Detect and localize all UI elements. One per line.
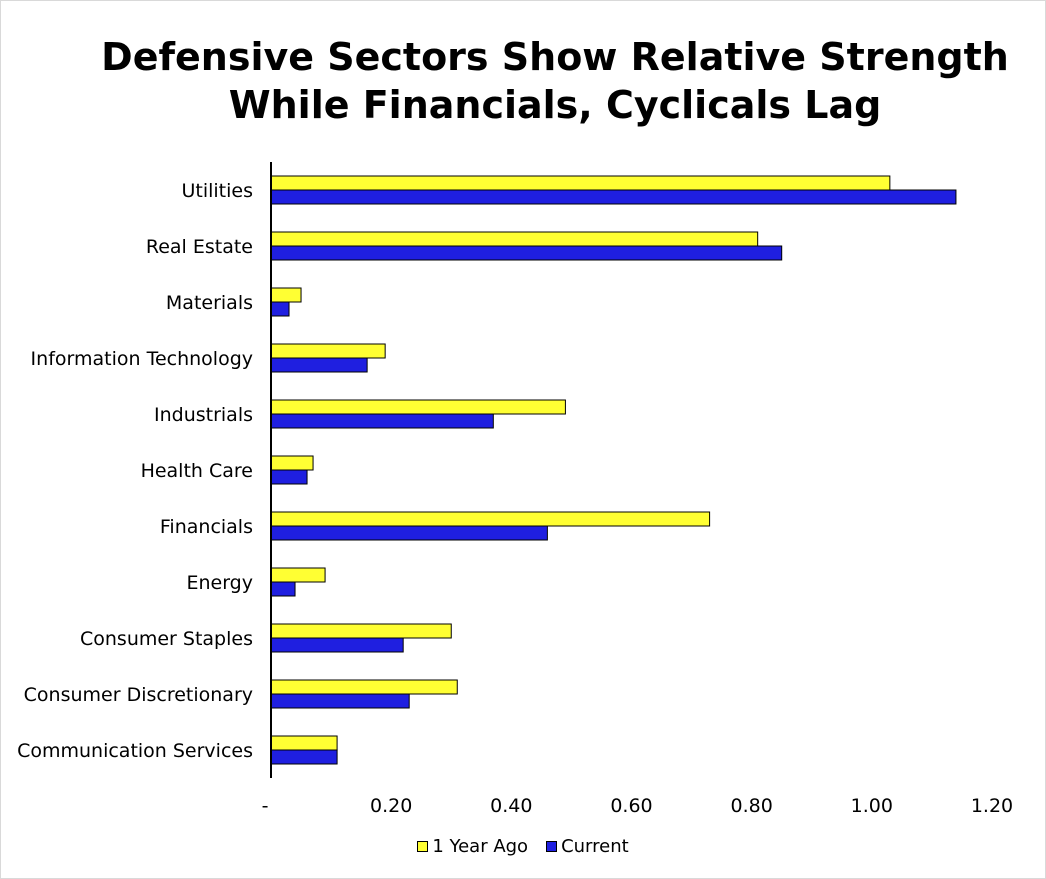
- category-label-financials: Financials: [160, 516, 253, 538]
- bar-1-year-ago-financials: [270, 511, 711, 527]
- category-label-industrials: Industrials: [154, 404, 253, 426]
- bar-current-energy: [270, 581, 296, 597]
- x-tick-label-4: 0.80: [731, 795, 773, 817]
- bar-1-year-ago-communication-services: [270, 735, 338, 751]
- bar-current-consumer-discretionary: [270, 693, 410, 709]
- category-label-energy: Energy: [186, 572, 253, 594]
- legend-item-1-year-ago: 1 Year Ago: [417, 836, 528, 857]
- chart-title-line-2: While Financials, Cyclicals Lag: [228, 83, 882, 127]
- x-tick-label-2: 0.40: [490, 795, 532, 817]
- legend-swatch-current: [546, 841, 558, 852]
- bar-current-financials: [270, 525, 548, 541]
- bar-1-year-ago-energy: [270, 567, 326, 583]
- category-label-health-care: Health Care: [141, 460, 253, 482]
- category-label-utilities: Utilities: [181, 180, 253, 202]
- bar-current-materials: [270, 301, 290, 317]
- category-label-consumer-staples: Consumer Staples: [80, 628, 253, 650]
- legend-label-1-year-ago: 1 Year Ago: [432, 836, 529, 857]
- category-label-information-technology: Information Technology: [31, 348, 253, 370]
- bar-1-year-ago-materials: [270, 287, 302, 303]
- category-label-materials: Materials: [166, 292, 253, 314]
- legend-swatch-1-year-ago: [417, 841, 429, 852]
- x-tick-label-5: 1.00: [851, 795, 893, 817]
- legend-item-current: Current: [546, 836, 629, 857]
- x-tick-label-0: -: [262, 795, 269, 817]
- bar-1-year-ago-industrials: [270, 399, 566, 415]
- bar-current-industrials: [270, 413, 494, 429]
- bar-1-year-ago-consumer-discretionary: [270, 679, 458, 695]
- bar-current-information-technology: [270, 357, 368, 373]
- bar-current-utilities: [270, 189, 957, 205]
- bar-1-year-ago-information-technology: [270, 343, 386, 359]
- category-label-consumer-discretionary: Consumer Discretionary: [24, 684, 253, 706]
- bar-1-year-ago-health-care: [270, 455, 314, 471]
- bar-1-year-ago-real-estate: [270, 231, 759, 247]
- legend: 1 Year Ago Current: [0, 836, 1046, 857]
- bar-current-real-estate: [270, 245, 783, 261]
- category-label-real-estate: Real Estate: [146, 236, 253, 258]
- bar-current-health-care: [270, 469, 308, 485]
- legend-label-current: Current: [561, 836, 629, 857]
- x-tick-label-6: 1.20: [971, 795, 1013, 817]
- bar-current-communication-services: [270, 749, 338, 765]
- bar-1-year-ago-consumer-staples: [270, 623, 452, 639]
- category-label-communication-services: Communication Services: [17, 740, 253, 762]
- chart-title-line-1: Defensive Sectors Show Relative Strength: [101, 35, 1009, 79]
- x-tick-label-1: 0.20: [370, 795, 412, 817]
- bar-current-consumer-staples: [270, 637, 404, 653]
- bar-1-year-ago-utilities: [270, 175, 891, 191]
- x-tick-label-3: 0.60: [610, 795, 652, 817]
